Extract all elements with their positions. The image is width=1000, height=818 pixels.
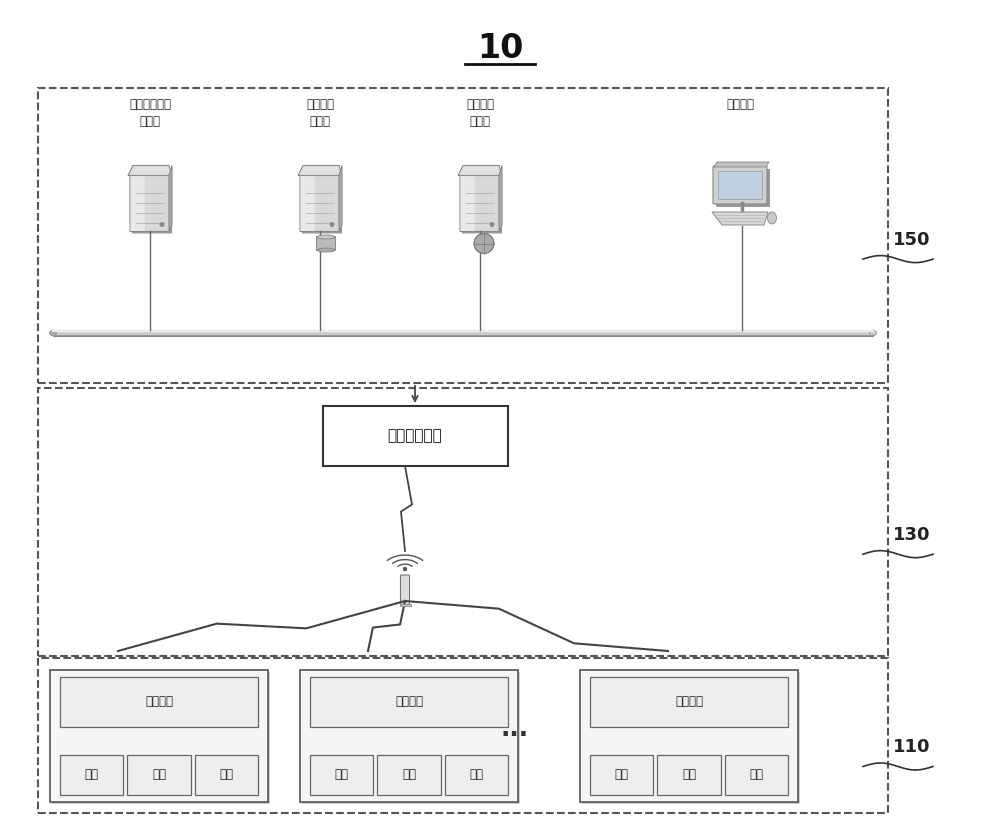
Text: 采集: 采集 bbox=[615, 768, 629, 781]
Bar bbox=[718, 171, 762, 199]
Bar bbox=[445, 755, 508, 794]
Text: ···: ··· bbox=[501, 723, 529, 748]
Text: 关联分析处理: 关联分析处理 bbox=[129, 98, 171, 111]
Text: 采集: 采集 bbox=[85, 768, 99, 781]
FancyBboxPatch shape bbox=[300, 174, 340, 231]
Bar bbox=[725, 755, 788, 794]
Polygon shape bbox=[339, 165, 342, 231]
FancyBboxPatch shape bbox=[130, 174, 170, 231]
Bar bbox=[590, 676, 788, 726]
Bar bbox=[302, 672, 520, 803]
FancyBboxPatch shape bbox=[302, 177, 342, 233]
Bar bbox=[195, 755, 258, 794]
Bar bbox=[310, 755, 373, 794]
Polygon shape bbox=[458, 165, 502, 176]
Bar bbox=[38, 88, 888, 383]
Text: 服务器: 服务器 bbox=[470, 115, 490, 128]
Bar bbox=[582, 672, 800, 803]
Circle shape bbox=[474, 233, 494, 254]
Bar bbox=[657, 755, 721, 794]
FancyBboxPatch shape bbox=[713, 166, 767, 204]
Text: 分析: 分析 bbox=[402, 768, 416, 781]
Polygon shape bbox=[499, 165, 502, 231]
Text: 分析: 分析 bbox=[152, 768, 166, 781]
Text: 无线通信: 无线通信 bbox=[395, 695, 423, 708]
Polygon shape bbox=[128, 165, 172, 176]
Text: 10: 10 bbox=[477, 32, 523, 65]
Bar bbox=[53, 330, 873, 335]
Text: 数据存储: 数据存储 bbox=[306, 98, 334, 111]
Ellipse shape bbox=[317, 235, 335, 239]
Text: 150: 150 bbox=[893, 231, 931, 249]
Ellipse shape bbox=[870, 330, 876, 335]
Bar bbox=[38, 658, 888, 813]
Polygon shape bbox=[169, 165, 172, 231]
Bar bbox=[38, 388, 888, 656]
Text: 采集: 采集 bbox=[335, 768, 349, 781]
FancyBboxPatch shape bbox=[301, 175, 315, 231]
Ellipse shape bbox=[317, 248, 335, 252]
Text: 110: 110 bbox=[893, 739, 931, 757]
Text: 无线通信: 无线通信 bbox=[145, 695, 173, 708]
Bar bbox=[127, 755, 191, 794]
Text: 分析: 分析 bbox=[682, 768, 696, 781]
Circle shape bbox=[404, 568, 407, 570]
Circle shape bbox=[490, 222, 494, 227]
Text: 无线通信: 无线通信 bbox=[675, 695, 703, 708]
Bar bbox=[52, 672, 270, 803]
Bar bbox=[300, 669, 518, 802]
Bar bbox=[580, 669, 798, 802]
FancyBboxPatch shape bbox=[460, 174, 500, 231]
Bar bbox=[60, 755, 123, 794]
Text: 存储: 存储 bbox=[469, 768, 483, 781]
Bar bbox=[590, 755, 653, 794]
Bar bbox=[377, 755, 441, 794]
FancyBboxPatch shape bbox=[462, 177, 502, 233]
Bar bbox=[400, 604, 411, 606]
Bar bbox=[60, 676, 258, 726]
Text: 操作终端: 操作终端 bbox=[726, 98, 754, 111]
Ellipse shape bbox=[768, 212, 777, 224]
Bar bbox=[310, 676, 508, 726]
Polygon shape bbox=[298, 165, 342, 176]
Ellipse shape bbox=[50, 330, 56, 335]
FancyBboxPatch shape bbox=[317, 236, 336, 250]
Polygon shape bbox=[712, 212, 768, 225]
FancyBboxPatch shape bbox=[131, 175, 145, 231]
Text: 存储: 存储 bbox=[749, 768, 763, 781]
Bar bbox=[50, 669, 268, 802]
Text: 计算机: 计算机 bbox=[140, 115, 160, 128]
Circle shape bbox=[160, 222, 164, 227]
Text: 应用系统: 应用系统 bbox=[466, 98, 494, 111]
FancyBboxPatch shape bbox=[716, 169, 770, 207]
FancyBboxPatch shape bbox=[460, 175, 475, 231]
Text: 服务器: 服务器 bbox=[310, 115, 330, 128]
FancyBboxPatch shape bbox=[132, 177, 172, 233]
Text: 存储: 存储 bbox=[219, 768, 233, 781]
Text: 130: 130 bbox=[893, 526, 931, 544]
Text: 无线通信网络: 无线通信网络 bbox=[388, 429, 442, 443]
Bar bbox=[323, 406, 508, 466]
Polygon shape bbox=[714, 162, 769, 167]
FancyBboxPatch shape bbox=[401, 575, 410, 605]
Circle shape bbox=[330, 222, 334, 227]
